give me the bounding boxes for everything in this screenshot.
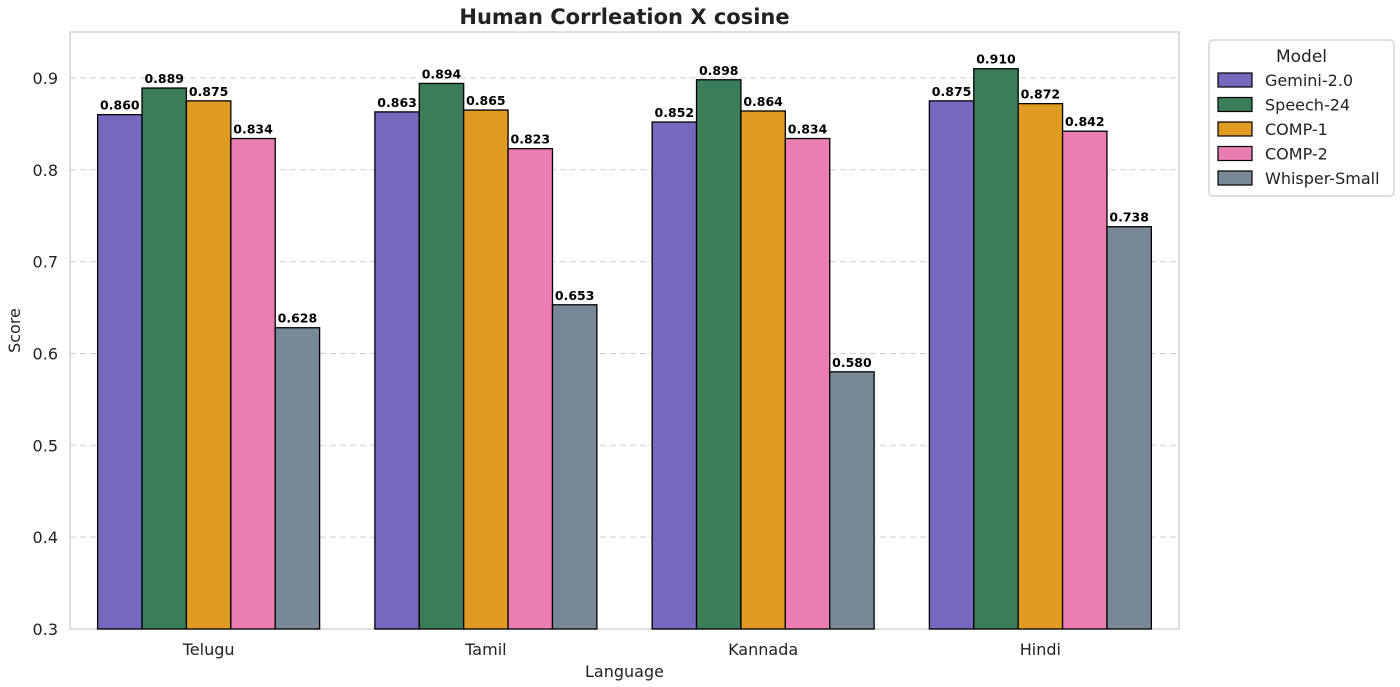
- legend-swatch: [1217, 145, 1253, 162]
- legend-label: Speech-24: [1265, 96, 1350, 115]
- data-label: 0.872: [1021, 87, 1061, 102]
- data-label: 0.834: [233, 122, 273, 137]
- data-label: 0.875: [932, 84, 972, 99]
- bars: [96, 68, 1153, 630]
- bar: [1017, 102, 1064, 630]
- data-label: 0.628: [278, 311, 318, 326]
- x-tick-label: Hindi: [1020, 640, 1061, 659]
- legend-box: [1208, 39, 1395, 197]
- x-tick-label: Tamil: [464, 640, 506, 659]
- y-tick-label: 0.7: [33, 253, 58, 272]
- bar: [507, 147, 554, 630]
- x-axis-ticks: Telugu Tamil Kannada Hindi: [182, 640, 1061, 659]
- bar: [141, 87, 188, 630]
- legend-title: Model: [1276, 47, 1327, 67]
- bar: [829, 371, 875, 630]
- legend-label: Whisper-Small: [1265, 169, 1380, 188]
- data-label: 0.875: [189, 84, 229, 99]
- bar: [418, 82, 465, 630]
- data-label: 0.738: [1109, 210, 1149, 225]
- data-label: 0.842: [1065, 114, 1105, 129]
- legend-items: Gemini-2.0 Speech-24 COMP-1 COMP-2 Whisper-S…: [1217, 71, 1380, 188]
- data-label: 0.834: [788, 122, 828, 137]
- y-tick-label: 0.3: [33, 620, 58, 639]
- data-label: 0.823: [511, 132, 551, 147]
- legend-label: Gemini-2.0: [1265, 71, 1353, 90]
- bar: [551, 304, 598, 630]
- data-label: 0.910: [976, 52, 1016, 67]
- bar: [973, 68, 1019, 630]
- bar: [274, 327, 321, 630]
- bar: [1106, 226, 1153, 630]
- bar: [230, 137, 276, 630]
- chart-title: Human Corrleation X cosine: [459, 5, 789, 29]
- data-label: 0.864: [743, 94, 783, 109]
- y-tick-label: 0.6: [33, 344, 58, 363]
- legend-swatch: [1217, 96, 1253, 113]
- bar: [928, 100, 975, 630]
- bar: [185, 100, 232, 630]
- legend-label: COMP-2: [1265, 145, 1328, 164]
- bar: [1061, 130, 1108, 630]
- legend-swatch: [1217, 170, 1253, 186]
- data-label: 0.580: [832, 355, 872, 370]
- legend-label: COMP-1: [1265, 120, 1328, 139]
- x-tick-label: Kannada: [728, 640, 798, 659]
- legend: Model Gemini-2.0 Speech-24 COMP-1 COMP-2 Whi…: [1208, 39, 1395, 197]
- bar: [96, 114, 143, 630]
- data-label: 0.865: [466, 93, 506, 108]
- data-label: 0.894: [422, 66, 462, 81]
- legend-swatch: [1217, 72, 1253, 88]
- x-tick-label: Telugu: [182, 640, 235, 659]
- y-axis-ticks: 0.3 0.4 0.5 0.6 0.7 0.8 0.9: [33, 69, 58, 639]
- bar: [651, 121, 698, 630]
- bar: [740, 110, 786, 630]
- y-tick-label: 0.9: [33, 69, 58, 88]
- data-labels: 0.860 0.889 0.875 0.834 0.628 0.863 0.894 0.865…: [100, 52, 1149, 370]
- data-label: 0.889: [144, 71, 184, 86]
- data-label: 0.898: [699, 63, 739, 78]
- x-axis-label: Language: [585, 662, 664, 681]
- bar: [374, 111, 420, 630]
- y-tick-label: 0.5: [33, 436, 58, 455]
- legend-swatch: [1217, 121, 1253, 137]
- data-label: 0.653: [555, 288, 595, 303]
- data-label: 0.863: [377, 95, 417, 110]
- y-axis-label: Score: [5, 308, 24, 353]
- data-label: 0.860: [100, 98, 140, 113]
- bar: [784, 137, 831, 630]
- y-tick-label: 0.4: [33, 528, 58, 547]
- bar: [695, 79, 742, 630]
- data-label: 0.852: [655, 105, 695, 120]
- y-tick-label: 0.8: [33, 161, 58, 180]
- bar: [463, 109, 509, 630]
